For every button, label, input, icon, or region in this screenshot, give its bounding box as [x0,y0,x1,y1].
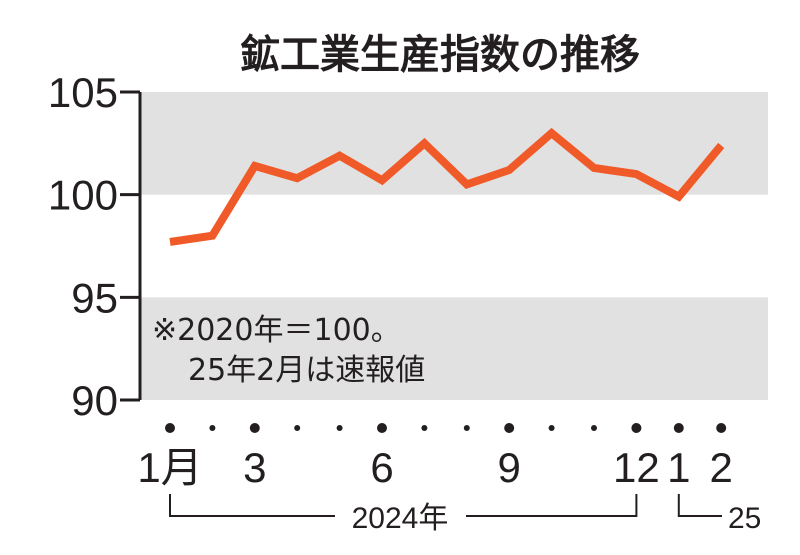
x-tick-dot-2024-03 [249,423,260,433]
y-tick-label-90: 90 [71,377,118,424]
year-label-2024: 2024年 [352,502,449,535]
x-tick-dot-2024-07 [421,425,428,431]
x-tick-dot-2024-01 [165,423,175,433]
series-line-group [169,127,725,246]
background-bands [140,92,768,400]
series-line [169,127,725,246]
bracket-2024-left [169,494,335,517]
x-tick-dot-2024-05 [336,425,343,431]
x-tick-dot-2025-01 [673,423,684,433]
note-base-year: ※2020年＝100。 [152,313,401,348]
x-tick-labels: 1月 3 6 9 12 1 2 [137,444,733,491]
x-tick-dots [165,423,727,433]
x-tick-label-2024-06: 6 [370,444,393,491]
x-tick-dot-2024-12 [631,423,642,433]
x-tick-dot-2025-02 [716,423,727,433]
chart-title: 鉱工業生産指数の推移 [240,32,640,78]
y-tick-label-95: 95 [71,274,118,321]
x-tick-dot-2024-10 [548,425,555,431]
x-tick-dot-2024-02 [209,425,216,431]
x-tick-dot-2024-06 [377,423,387,433]
x-tick-label-2024-01: 1月 [137,444,202,491]
y-tick-labels: 90 95 100 105 [48,69,118,424]
bracket-2025 [677,494,722,517]
year-brackets [169,494,722,517]
year-label-2025: 25 [728,502,761,535]
y-tick-label-100: 100 [48,172,118,219]
x-tick-dot-2024-09 [504,423,515,433]
x-tick-label-2025-01: 1 [667,444,690,491]
bracket-2024-right [466,494,638,517]
x-tick-label-2024-09: 9 [498,444,521,491]
y-tick-label-105: 105 [48,69,118,116]
y-axis [120,90,142,402]
x-tick-dot-2024-08 [463,425,470,431]
x-tick-dot-2024-04 [294,425,301,431]
x-tick-label-2024-12: 12 [613,444,660,491]
x-tick-label-2024-03: 3 [243,444,266,491]
band-90-95 [140,297,768,400]
note-preliminary: 25年2月は速報値 [188,353,425,388]
band-100-105 [140,92,768,195]
x-tick-dot-2024-11 [591,425,597,431]
x-tick-label-2025-02: 2 [710,444,733,491]
